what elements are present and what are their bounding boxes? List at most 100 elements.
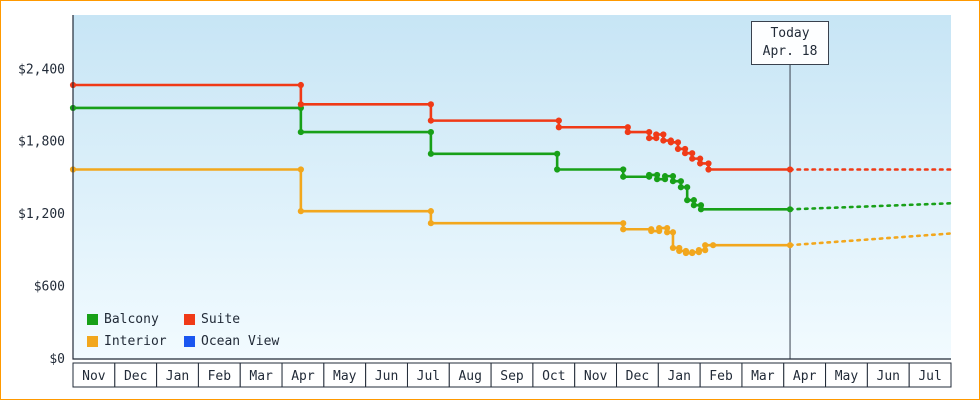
month-cell [825,362,868,388]
month-cell [448,362,492,388]
marker-balcony [684,184,691,191]
marker-interior [702,242,709,249]
marker-balcony [697,206,705,213]
legend-swatch-balcony [87,314,98,325]
marker-suite [646,135,653,142]
today-date: Apr. 18 [762,44,818,59]
marker-suite [689,150,696,157]
month-label: Apr [793,369,817,384]
marker-suite [697,160,704,167]
marker-suite [555,117,562,124]
marker-interior [669,229,677,236]
marker-suite [705,166,712,173]
marker-suite [681,150,689,157]
today-label: Today [770,26,810,41]
y-tick-label: $1,800 [18,135,65,150]
marker-interior [664,229,671,236]
month-cell [406,362,450,388]
y-tick-label: $0 [49,352,65,367]
marker-interior [669,244,677,252]
marker-suite [667,139,674,146]
month-label: Dec [124,369,147,384]
month-label: Aug [458,369,481,384]
marker-balcony [646,171,653,179]
marker-balcony [620,166,627,173]
legend-item-balcony: Balcony [87,312,184,327]
legend-label: Balcony [104,312,159,327]
marker-suite [646,128,653,136]
marker-balcony [653,176,661,183]
marker-interior [648,227,655,235]
chart-legend: Balcony Suite Interior Ocean View [87,312,279,349]
marker-interior [427,220,434,227]
marker-balcony [554,150,561,157]
marker-interior [620,226,627,233]
marker-interior [620,220,627,227]
series-forecast-interior [788,232,953,247]
marker-suite [555,124,562,131]
month-label: Mar [249,369,273,384]
marker-balcony [677,184,685,191]
marker-suite [624,128,631,136]
marker-suite [653,131,660,138]
marker-balcony [677,178,685,185]
month-cell [490,362,534,388]
legend-label: Interior [104,334,167,349]
month-label: Jan [667,369,690,384]
legend-item-ocean-view: Ocean View [184,334,279,349]
marker-interior [695,247,702,254]
legend-swatch-suite [184,314,195,325]
month-label: May [333,369,357,384]
month-label: Jul [918,369,941,384]
marker-interior [689,249,696,256]
marker-suite [689,155,696,162]
marker-interior [702,247,709,254]
month-cell [741,362,785,388]
marker-suite [786,166,794,173]
marker-suite [427,117,434,124]
y-tick-label: $600 [34,280,65,295]
month-label: Nov [82,369,106,384]
month-label: Jun [877,369,900,384]
marker-suite [705,160,712,167]
marker-suite [660,131,667,138]
month-label: Oct [542,369,565,384]
marker-balcony [620,173,627,180]
marker-suite [297,101,304,108]
month-cell [239,362,283,388]
month-cell [657,362,701,388]
marker-balcony [684,197,691,204]
marker-interior [676,247,683,255]
marker-interior [427,208,434,215]
marker-balcony [669,173,677,180]
month-label: Jun [375,369,398,384]
y-tick-label: $2,400 [18,62,65,77]
marker-interior [710,242,717,249]
marker-balcony [427,128,434,136]
legend-swatch-ocean-view [184,336,195,347]
month-label: Apr [291,369,315,384]
month-cell [365,362,408,388]
month-cell [156,362,199,388]
series-forecast-balcony [788,201,953,211]
month-cell [574,362,618,388]
marker-balcony [661,173,669,180]
marker-suite [427,101,434,108]
marker-balcony [297,128,304,136]
month-label: Nov [584,369,608,384]
marker-interior [297,208,304,215]
marker-suite [697,155,704,162]
marker-suite [674,139,682,146]
marker-suite [624,124,631,131]
month-cell [114,362,158,388]
month-cell [616,362,659,388]
month-label: May [835,369,859,384]
marker-balcony [554,166,561,173]
legend-swatch-interior [87,336,98,347]
marker-balcony [690,202,697,209]
marker-suite [297,81,304,89]
marker-suite [660,137,667,144]
month-label: Jan [166,369,189,384]
axes [72,15,951,360]
